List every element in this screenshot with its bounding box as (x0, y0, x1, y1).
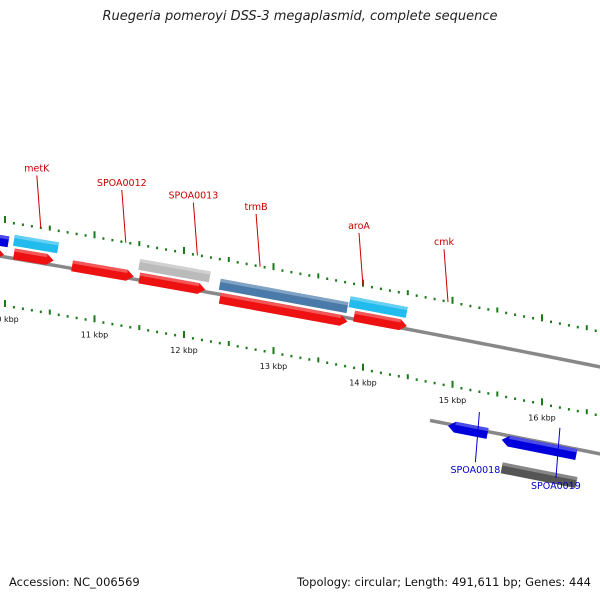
feature-cds-trmb (138, 272, 206, 294)
gene-label-trmb: trmB (244, 202, 267, 213)
sequence-stats-text: Topology: circular; Length: 491,611 bp; … (297, 575, 591, 589)
leader-line-spoa0013 (192, 202, 198, 256)
gene-label-spoa0018: SPOA0018 (451, 465, 501, 476)
gene-label-aroa: aroA (348, 221, 370, 232)
tick-layer: 10 kbp 11 kbp 12 kbp 13 kbp 14 kbp 15 kbp 16 k… (0, 216, 597, 422)
gene-label-cmk: cmk (434, 237, 454, 248)
feature-cds-spoa0012 (12, 248, 54, 265)
feature-gene-metk (0, 223, 10, 248)
scale-label: 15 kbp (439, 396, 467, 405)
gene-label-metk: metK (24, 163, 50, 174)
accession-text: Accession: NC_006569 (9, 575, 140, 589)
feature-cds-aroa (218, 292, 348, 326)
scale-label: 16 kbp (528, 413, 556, 422)
feature-cds-spoa0019 (501, 435, 578, 460)
scale-label: 14 kbp (349, 379, 377, 388)
leader-line-spoa0012 (121, 189, 127, 243)
feature-gene-spoa0012 (12, 234, 59, 254)
leader-line-metk (36, 175, 42, 229)
feature-cds-spoa0013 (71, 260, 134, 281)
scale-label: 10 kbp (0, 315, 19, 324)
leader-line-aroa (358, 232, 364, 286)
feature-gene-spoa0019 (500, 462, 578, 488)
feature-cds-spoa0018 (448, 421, 489, 439)
feature-cds-cmk (353, 310, 407, 331)
scale-label: 12 kbp (170, 346, 198, 355)
leader-line-spoa0018 (474, 411, 480, 463)
gene-label-spoa0012: SPOA0012 (97, 178, 147, 189)
gene-label-spoa0013: SPOA0013 (169, 191, 219, 202)
feature-layer (0, 223, 578, 488)
backbone-layer (0, 254, 600, 456)
leader-line-cmk (443, 249, 449, 302)
scale-label: 11 kbp (81, 330, 109, 339)
feature-gene-cmk (348, 296, 408, 318)
feature-gene-aroa (218, 278, 349, 314)
map-title: Ruegeria pomeroyi DSS-3 megaplasmid, com… (102, 9, 498, 24)
label-layer: metK SPOA0012 SPOA0013 trmB aroA cmk SPOA0018 S… (24, 163, 581, 492)
feature-gene-trmb (138, 258, 211, 283)
leader-line-spoa0019 (555, 427, 561, 479)
scale-label: 13 kbp (260, 362, 288, 371)
gene-label-spoa0019: SPOA0019 (531, 481, 581, 492)
leader-line-trmb (255, 213, 261, 267)
